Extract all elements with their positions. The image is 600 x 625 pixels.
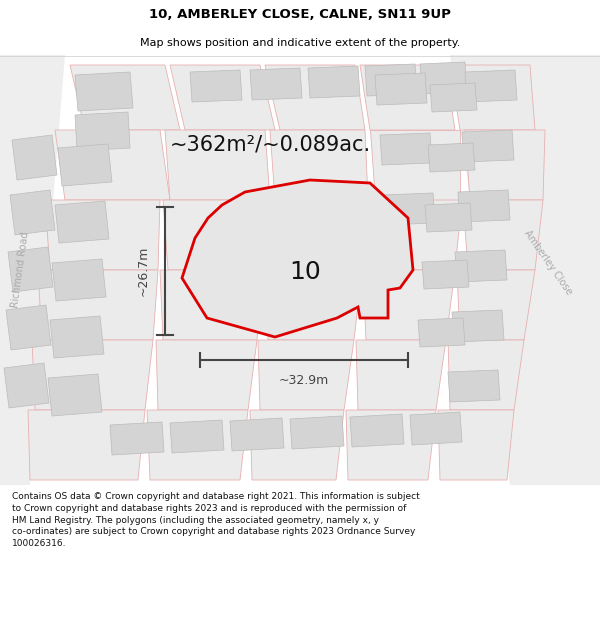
Polygon shape (457, 270, 535, 340)
Text: ~26.7m: ~26.7m (137, 246, 149, 296)
Polygon shape (182, 180, 413, 337)
Polygon shape (375, 73, 427, 105)
Polygon shape (170, 65, 275, 130)
Polygon shape (265, 270, 362, 340)
Text: Map shows position and indicative extent of the property.: Map shows position and indicative extent… (140, 38, 460, 48)
Polygon shape (270, 130, 368, 200)
Polygon shape (346, 410, 436, 480)
Polygon shape (110, 422, 164, 455)
Polygon shape (38, 270, 158, 340)
Polygon shape (420, 62, 467, 94)
Polygon shape (422, 260, 469, 289)
Polygon shape (156, 340, 257, 410)
Polygon shape (75, 72, 133, 111)
Polygon shape (360, 65, 455, 130)
Text: Richmond Road: Richmond Road (10, 231, 30, 309)
Polygon shape (380, 133, 432, 165)
Polygon shape (190, 70, 242, 102)
Polygon shape (8, 247, 53, 292)
Polygon shape (230, 418, 284, 451)
Polygon shape (418, 318, 465, 347)
Polygon shape (55, 130, 170, 200)
Polygon shape (70, 65, 180, 130)
Polygon shape (356, 340, 446, 410)
Polygon shape (448, 340, 524, 410)
Polygon shape (55, 201, 109, 243)
Polygon shape (365, 64, 417, 96)
Polygon shape (383, 193, 435, 225)
Polygon shape (450, 55, 600, 485)
Polygon shape (350, 414, 404, 447)
Polygon shape (463, 200, 543, 270)
Polygon shape (50, 316, 104, 358)
Polygon shape (28, 410, 145, 480)
Polygon shape (32, 340, 153, 410)
Polygon shape (370, 130, 460, 200)
Polygon shape (265, 65, 365, 130)
Polygon shape (308, 66, 360, 98)
Polygon shape (430, 83, 477, 112)
Polygon shape (4, 363, 49, 408)
Polygon shape (410, 412, 462, 445)
Polygon shape (160, 270, 264, 340)
Polygon shape (465, 130, 545, 200)
Polygon shape (52, 259, 106, 301)
Polygon shape (75, 112, 130, 151)
Polygon shape (250, 68, 302, 100)
Polygon shape (10, 190, 55, 235)
Polygon shape (12, 135, 57, 180)
Polygon shape (458, 190, 510, 222)
Polygon shape (448, 370, 500, 402)
Text: Amberley Close: Amberley Close (522, 228, 574, 296)
Polygon shape (48, 374, 102, 416)
Polygon shape (290, 416, 344, 449)
Polygon shape (58, 144, 112, 186)
Polygon shape (45, 200, 160, 270)
Text: ~32.9m: ~32.9m (279, 374, 329, 386)
Text: 10, AMBERLEY CLOSE, CALNE, SN11 9UP: 10, AMBERLEY CLOSE, CALNE, SN11 9UP (149, 8, 451, 21)
Polygon shape (270, 200, 368, 270)
Text: ~362m²/~0.089ac.: ~362m²/~0.089ac. (169, 135, 371, 155)
Polygon shape (163, 200, 268, 270)
Polygon shape (465, 70, 517, 102)
Text: 10: 10 (289, 260, 321, 284)
Text: Contains OS data © Crown copyright and database right 2021. This information is : Contains OS data © Crown copyright and d… (12, 492, 420, 548)
Polygon shape (425, 203, 472, 232)
Polygon shape (438, 410, 514, 480)
Polygon shape (165, 130, 270, 200)
Polygon shape (258, 340, 354, 410)
Polygon shape (450, 65, 535, 130)
Polygon shape (170, 420, 224, 453)
Polygon shape (6, 305, 51, 350)
Polygon shape (455, 250, 507, 282)
Polygon shape (250, 410, 344, 480)
Polygon shape (462, 130, 514, 162)
Polygon shape (0, 55, 65, 485)
Polygon shape (363, 270, 455, 340)
Polygon shape (428, 143, 475, 172)
Polygon shape (370, 200, 462, 270)
Polygon shape (452, 310, 504, 342)
Polygon shape (147, 410, 248, 480)
